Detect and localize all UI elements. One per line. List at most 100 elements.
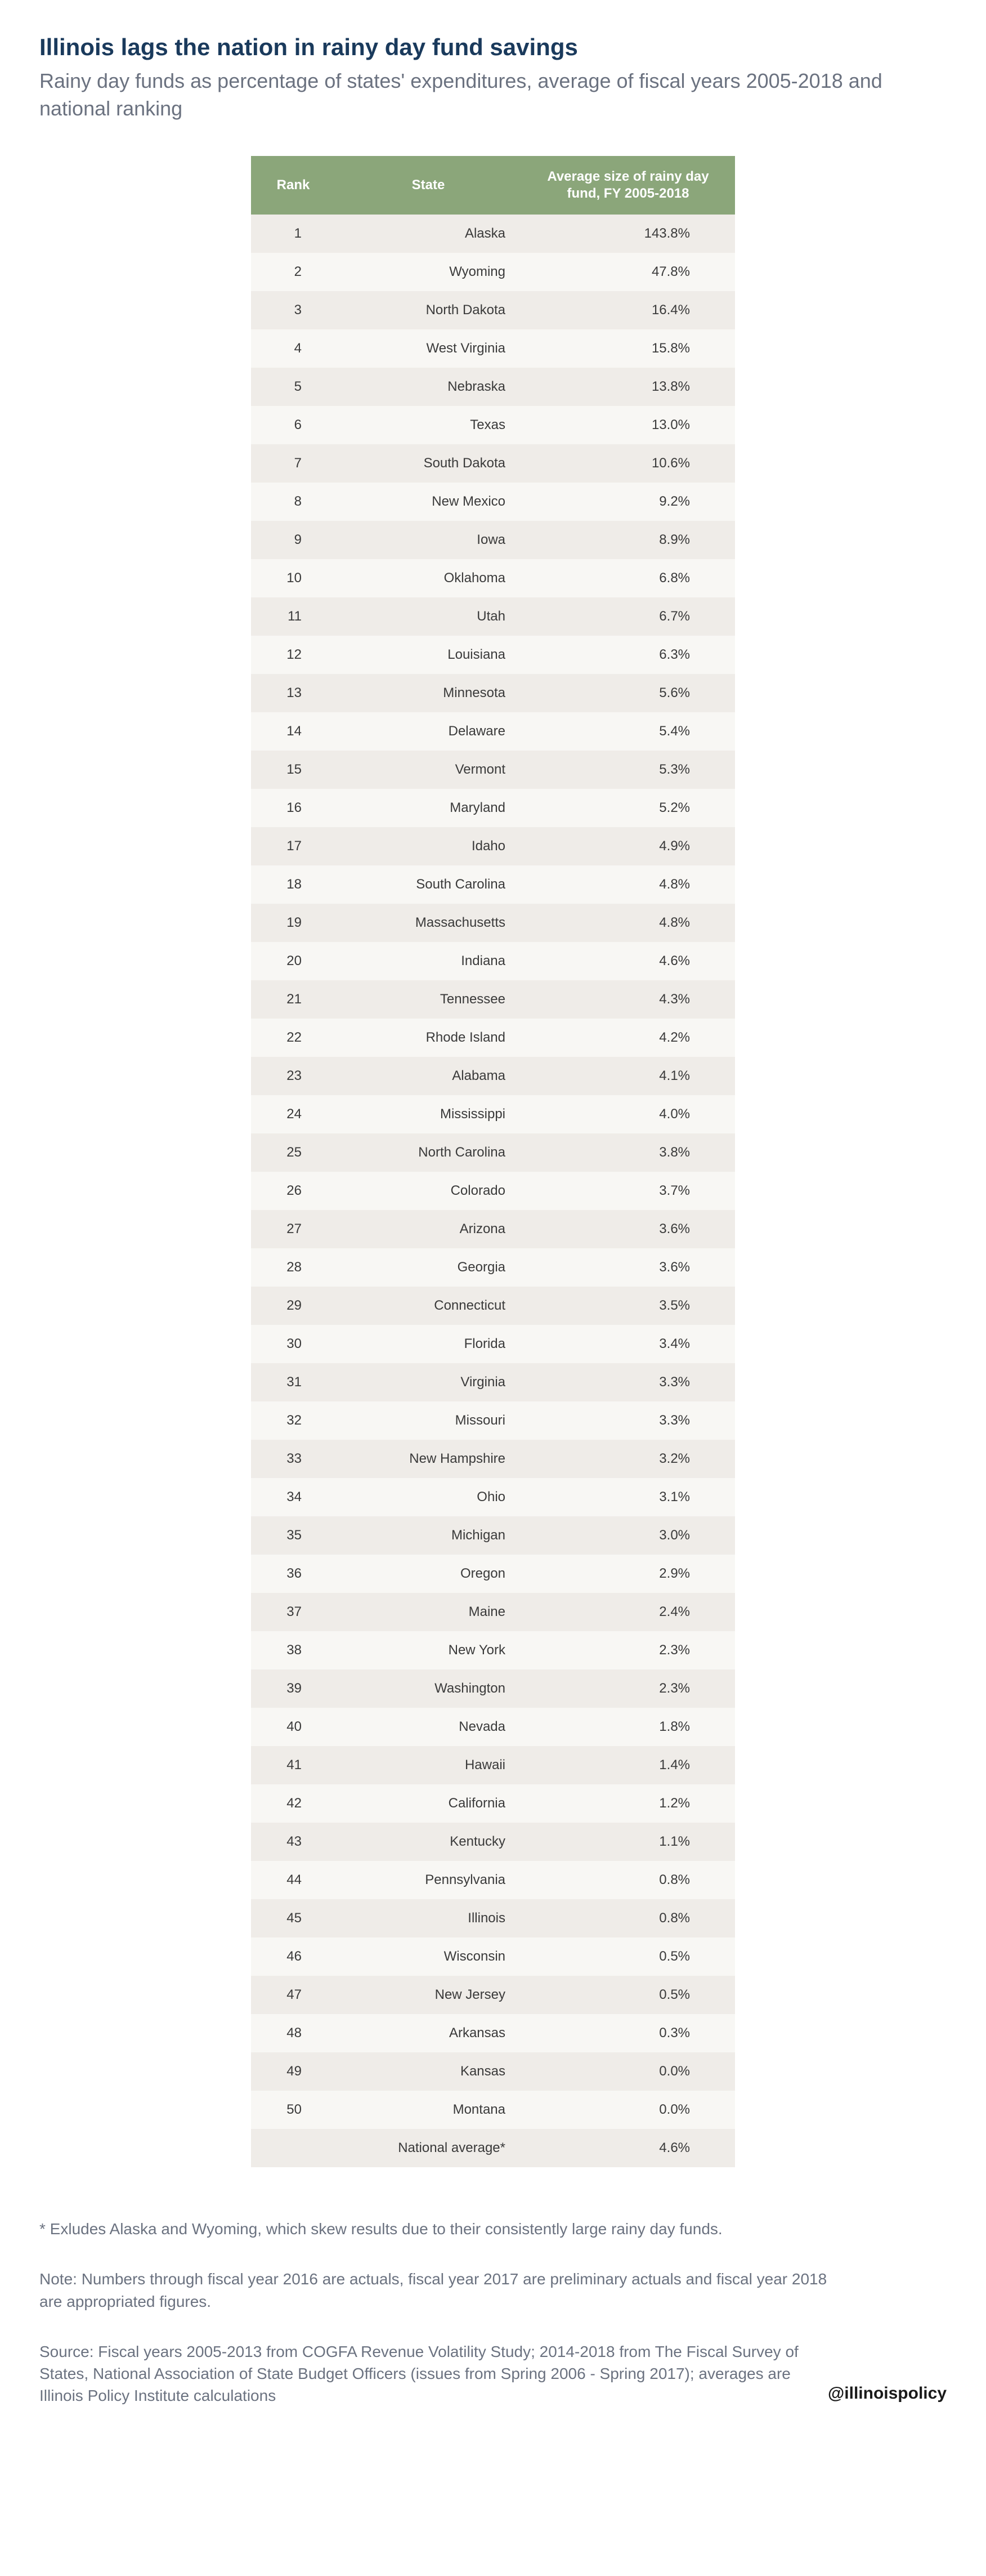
cell-rank: 36 [251,1555,335,1593]
cell-rank: 38 [251,1631,335,1669]
cell-value: 2.3% [521,1631,735,1669]
table-row: 15Vermont5.3% [251,751,735,789]
table-row: 31Virginia3.3% [251,1363,735,1401]
cell-value: 0.0% [521,2091,735,2129]
table-row: 38New York2.3% [251,1631,735,1669]
cell-value: 3.3% [521,1401,735,1440]
table-row: 14Delaware5.4% [251,712,735,751]
cell-value: 16.4% [521,291,735,329]
cell-value: 4.8% [521,904,735,942]
cell-state: New York [335,1631,521,1669]
cell-value: 2.4% [521,1593,735,1631]
cell-state: California [335,1784,521,1823]
cell-value: 13.0% [521,406,735,444]
table-row: 3North Dakota16.4% [251,291,735,329]
cell-rank: 44 [251,1861,335,1899]
table-row: 37Maine2.4% [251,1593,735,1631]
cell-rank: 31 [251,1363,335,1401]
cell-value: 13.8% [521,368,735,406]
table-row: 10Oklahoma6.8% [251,559,735,597]
cell-rank: 40 [251,1708,335,1746]
cell-state: Massachusetts [335,904,521,942]
cell-state: New Jersey [335,1976,521,2014]
table-row: 12Louisiana6.3% [251,636,735,674]
cell-state: North Carolina [335,1133,521,1172]
cell-state: Pennsylvania [335,1861,521,1899]
cell-value: 0.0% [521,2052,735,2091]
source-text: Source: Fiscal years 2005-2013 from COGF… [39,2341,805,2407]
table-row: 11Utah6.7% [251,597,735,636]
cell-value: 3.2% [521,1440,735,1478]
cell-value: 5.6% [521,674,735,712]
table-row: 27Arizona3.6% [251,1210,735,1248]
col-value: Average size of rainy day fund, FY 2005-… [521,156,735,215]
cell-value: 0.3% [521,2014,735,2052]
cell-value: 4.0% [521,1095,735,1133]
table-row: 26Colorado3.7% [251,1172,735,1210]
table-row: 4West Virginia15.8% [251,329,735,368]
cell-rank: 18 [251,865,335,904]
cell-state: New Hampshire [335,1440,521,1478]
table-row: 6Texas13.0% [251,406,735,444]
cell-state: South Dakota [335,444,521,483]
cell-rank: 39 [251,1669,335,1708]
cell-state: National average* [335,2129,521,2167]
cell-value: 6.7% [521,597,735,636]
table-row: 47New Jersey0.5% [251,1976,735,2014]
cell-value: 2.3% [521,1669,735,1708]
cell-value: 1.2% [521,1784,735,1823]
cell-value: 8.9% [521,521,735,559]
cell-rank: 17 [251,827,335,865]
cell-state: Ohio [335,1478,521,1516]
cell-state: North Dakota [335,291,521,329]
cell-rank: 7 [251,444,335,483]
cell-rank: 8 [251,483,335,521]
table-row: 16Maryland5.2% [251,789,735,827]
cell-rank: 49 [251,2052,335,2091]
table-row: 35Michigan3.0% [251,1516,735,1555]
cell-value: 10.6% [521,444,735,483]
cell-rank: 29 [251,1287,335,1325]
cell-value: 0.5% [521,1937,735,1976]
cell-state: Iowa [335,521,521,559]
cell-rank: 47 [251,1976,335,2014]
cell-rank: 35 [251,1516,335,1555]
cell-state: Alaska [335,215,521,253]
cell-value: 3.0% [521,1516,735,1555]
cell-rank: 34 [251,1478,335,1516]
cell-value: 3.3% [521,1363,735,1401]
cell-state: Minnesota [335,674,521,712]
cell-rank: 32 [251,1401,335,1440]
cell-value: 47.8% [521,253,735,291]
table-row: 23Alabama4.1% [251,1057,735,1095]
table-row: 19Massachusetts4.8% [251,904,735,942]
cell-rank: 13 [251,674,335,712]
cell-rank: 33 [251,1440,335,1478]
cell-state: Alabama [335,1057,521,1095]
table-row: 42California1.2% [251,1784,735,1823]
table-row: 36Oregon2.9% [251,1555,735,1593]
cell-state: Wyoming [335,253,521,291]
table-row: 30Florida3.4% [251,1325,735,1363]
cell-rank: 15 [251,751,335,789]
cell-state: Illinois [335,1899,521,1937]
cell-value: 15.8% [521,329,735,368]
cell-rank: 21 [251,980,335,1019]
cell-state: Connecticut [335,1287,521,1325]
cell-rank: 9 [251,521,335,559]
cell-state: Kentucky [335,1823,521,1861]
table-row: 49Kansas0.0% [251,2052,735,2091]
table-row: 40Nevada1.8% [251,1708,735,1746]
table-row: 8New Mexico9.2% [251,483,735,521]
cell-rank: 43 [251,1823,335,1861]
table-row: 50Montana0.0% [251,2091,735,2129]
cell-value: 4.3% [521,980,735,1019]
table-row: 43Kentucky1.1% [251,1823,735,1861]
cell-value: 4.1% [521,1057,735,1095]
cell-rank: 26 [251,1172,335,1210]
cell-state: Arkansas [335,2014,521,2052]
cell-state: Utah [335,597,521,636]
table-row: 33New Hampshire3.2% [251,1440,735,1478]
table-row: 5Nebraska13.8% [251,368,735,406]
cell-rank: 41 [251,1746,335,1784]
